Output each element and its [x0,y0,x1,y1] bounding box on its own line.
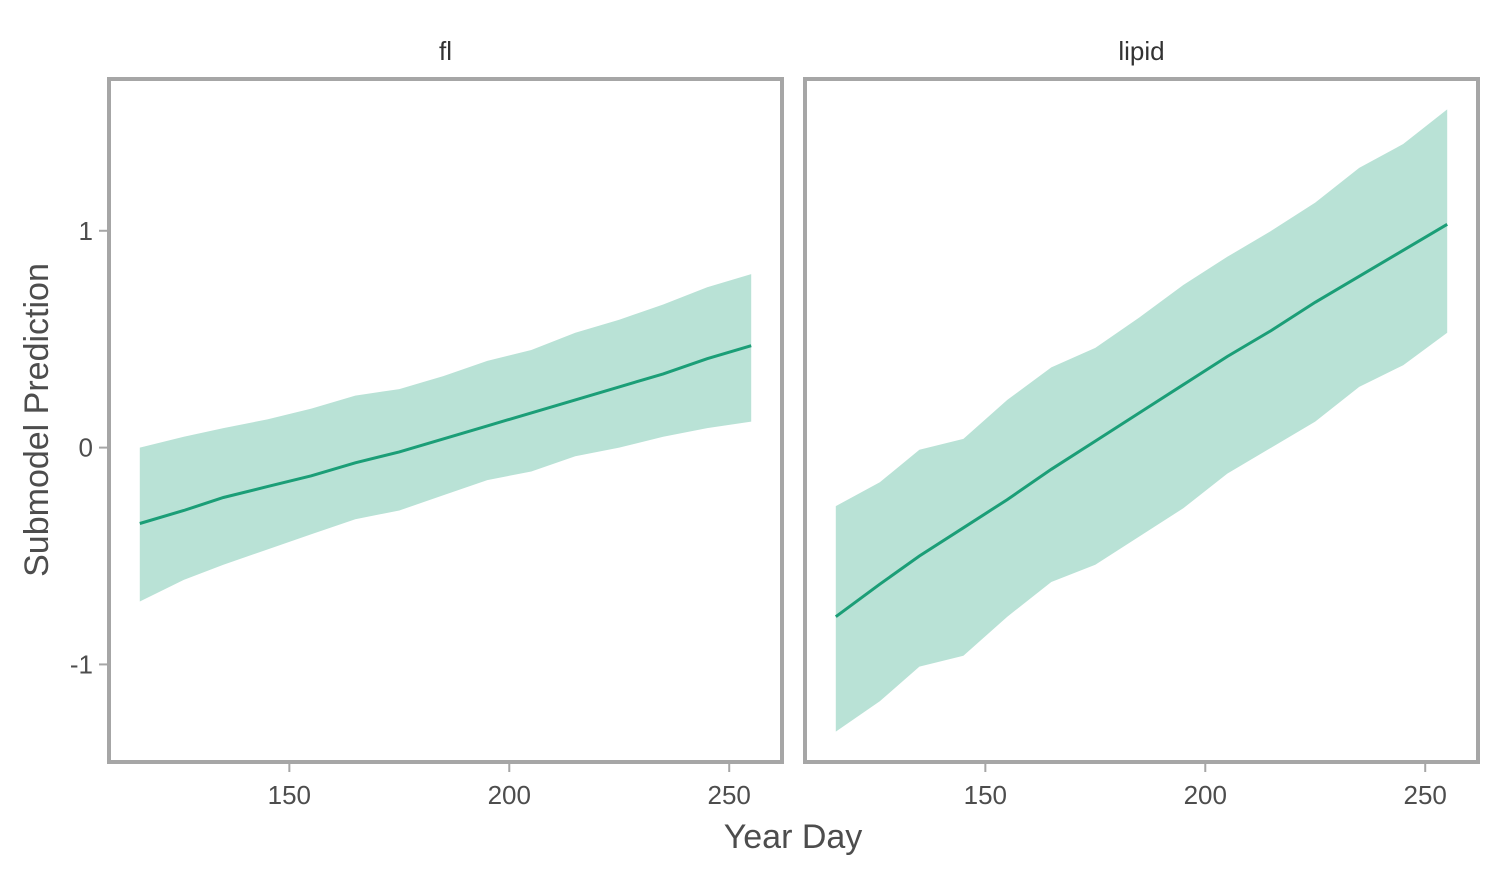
panels: fl lipid [107,36,1480,764]
x-tick-label: 150 [964,780,1007,810]
panel-lipid: lipid [803,36,1480,764]
x-tick-label: 150 [268,780,311,810]
y-axis: 1 0 -1 [70,216,107,679]
y-axis-title: Submodel Prediction [18,263,56,577]
panel-frame [803,77,1480,764]
x-axis-title: Year Day [724,818,863,856]
confidence-band [835,109,1448,732]
prediction-line [139,344,752,525]
x-tick-label: 200 [1184,780,1227,810]
panel-title: fl [439,36,452,66]
y-tick-label: 1 [79,216,93,246]
x-tick-label: 250 [708,780,751,810]
x-tick-label: 200 [488,780,531,810]
x-tick-label: 250 [1404,780,1447,810]
panel-frame [107,77,784,764]
y-tick-label: -1 [70,649,93,679]
x-axis: 150 200 250 150 200 250 [268,764,1447,810]
panel-fl: fl [107,36,784,764]
panel-title: lipid [1118,36,1164,66]
y-tick-label: 0 [79,433,93,463]
prediction-line [834,223,1448,618]
